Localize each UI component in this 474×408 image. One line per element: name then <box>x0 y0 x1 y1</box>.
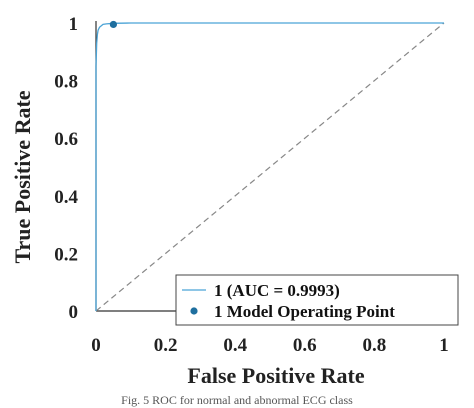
y-tick-label: 0 <box>69 302 79 323</box>
x-tick-label: 0.6 <box>293 335 317 356</box>
x-tick-label: 0.2 <box>154 335 178 356</box>
x-tick-label: 0 <box>91 335 101 356</box>
x-tick-label: 0.8 <box>363 335 387 356</box>
diagonal-reference-line <box>95 22 445 312</box>
y-tick-label: 0.4 <box>54 187 78 208</box>
y-tick-label: 0.6 <box>54 129 78 150</box>
legend-box <box>175 274 459 326</box>
model-operating-point <box>109 20 117 29</box>
x-tick-label: 0.4 <box>223 335 247 356</box>
axes <box>95 21 448 312</box>
legend: 1 (AUC = 0.9993) 1 Model Operating Point <box>175 274 459 326</box>
x-tick-label: 1 <box>439 335 449 356</box>
figure-caption: Fig. 5 ROC for normal and abnormal ECG c… <box>121 393 353 407</box>
y-tick-labels: 0 0.2 0.4 0.6 0.8 1 <box>54 14 78 323</box>
legend-dot-swatch <box>190 307 198 315</box>
y-tick-label: 0.2 <box>54 244 78 265</box>
legend-entry-operating-point: 1 Model Operating Point <box>214 302 395 321</box>
x-tick-labels: 0 0.2 0.4 0.6 0.8 1 <box>91 335 449 356</box>
y-axis-label: True Positive Rate <box>10 90 35 263</box>
roc-chart: 0 0.2 0.4 0.6 0.8 1 0 0.2 0.4 0.6 0.8 1 True Posit… <box>10 14 459 388</box>
legend-entry-roc: 1 (AUC = 0.9993) <box>214 281 340 300</box>
y-tick-label: 1 <box>69 14 79 35</box>
y-tick-label: 0.8 <box>54 72 78 93</box>
x-axis-label: False Positive Rate <box>187 363 364 388</box>
